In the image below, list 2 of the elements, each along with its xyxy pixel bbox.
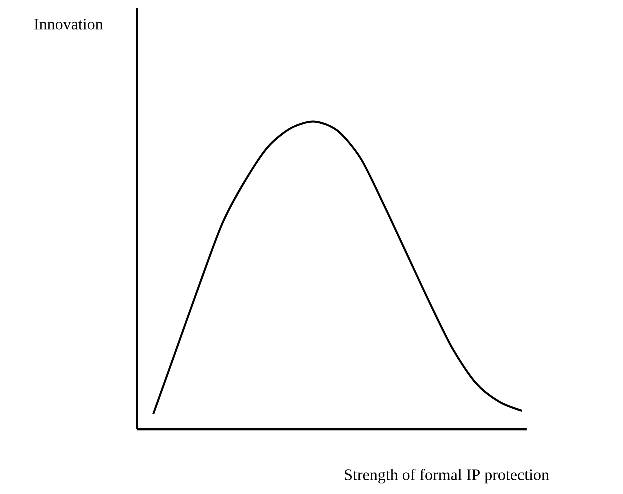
text: Innovation bbox=[34, 19, 104, 30]
x-axis-title: Strength of formal IP protection bbox=[345, 469, 550, 484]
